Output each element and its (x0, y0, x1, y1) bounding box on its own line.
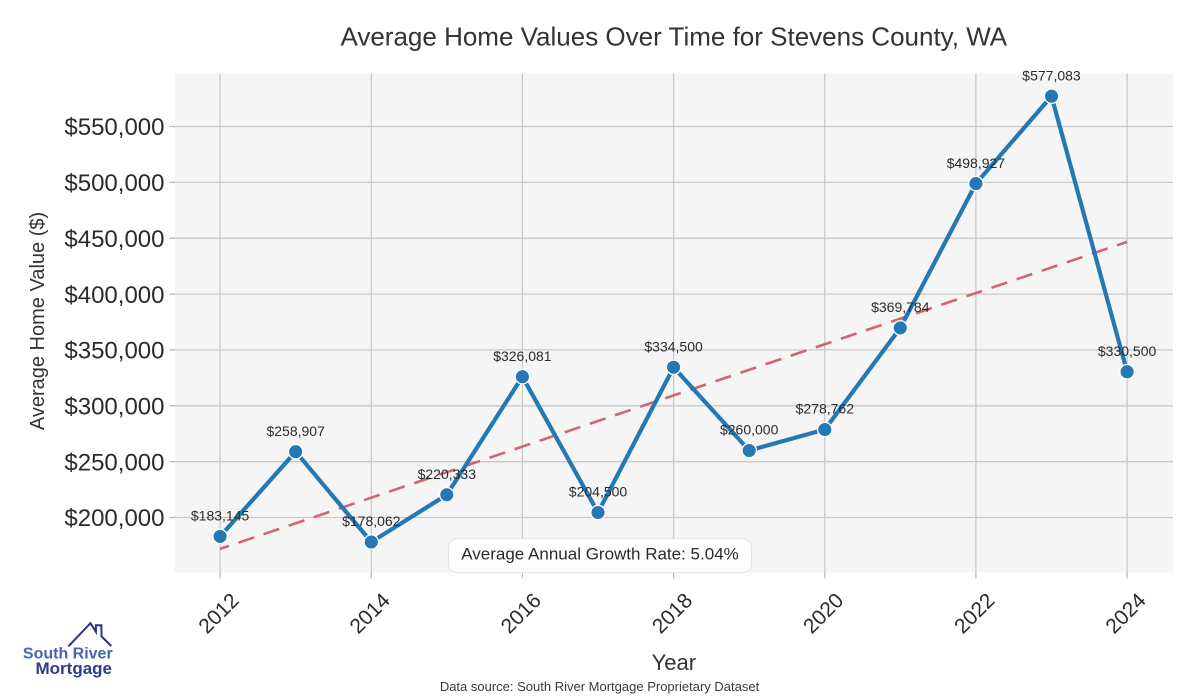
svg-text:Average Annual Growth Rate: 5.: Average Annual Growth Rate: 5.04% (461, 544, 739, 563)
svg-text:$326,081: $326,081 (493, 348, 552, 364)
svg-text:Average Home Values Over Time: Average Home Values Over Time for Steven… (340, 21, 1007, 51)
svg-text:$183,145: $183,145 (191, 508, 250, 524)
svg-text:South River: South River (23, 646, 113, 663)
svg-text:Year: Year (652, 650, 696, 675)
svg-text:2014: 2014 (346, 589, 396, 639)
svg-text:$500,000: $500,000 (64, 170, 164, 197)
svg-text:$577,083: $577,083 (1022, 67, 1081, 83)
svg-text:$278,762: $278,762 (796, 401, 855, 417)
svg-text:$330,500: $330,500 (1098, 343, 1157, 359)
svg-text:2020: 2020 (799, 589, 848, 638)
svg-text:Average Home Value ($): Average Home Value ($) (27, 212, 49, 430)
svg-text:$300,000: $300,000 (64, 394, 164, 421)
svg-text:2024: 2024 (1101, 589, 1151, 639)
svg-text:$450,000: $450,000 (64, 226, 164, 253)
svg-text:$350,000: $350,000 (64, 338, 164, 365)
svg-text:$258,907: $258,907 (266, 423, 325, 439)
svg-text:Data source: South River Mortg: Data source: South River Mortgage Propri… (440, 679, 760, 694)
svg-text:$250,000: $250,000 (64, 449, 164, 476)
svg-text:$260,000: $260,000 (720, 422, 779, 438)
svg-text:$220,333: $220,333 (418, 466, 477, 482)
svg-text:$334,500: $334,500 (644, 339, 703, 355)
svg-text:2016: 2016 (497, 589, 546, 638)
svg-text:$204,500: $204,500 (569, 484, 628, 500)
svg-text:2012: 2012 (194, 589, 243, 638)
svg-text:Mortgage: Mortgage (36, 659, 113, 678)
svg-text:2022: 2022 (950, 589, 999, 638)
svg-text:$498,927: $498,927 (947, 155, 1006, 171)
svg-text:$200,000: $200,000 (64, 505, 164, 532)
svg-text:$400,000: $400,000 (64, 282, 164, 309)
svg-text:2018: 2018 (648, 589, 697, 638)
svg-text:$178,062: $178,062 (342, 513, 401, 529)
svg-text:$369,784: $369,784 (871, 299, 930, 315)
svg-text:$550,000: $550,000 (64, 114, 164, 141)
